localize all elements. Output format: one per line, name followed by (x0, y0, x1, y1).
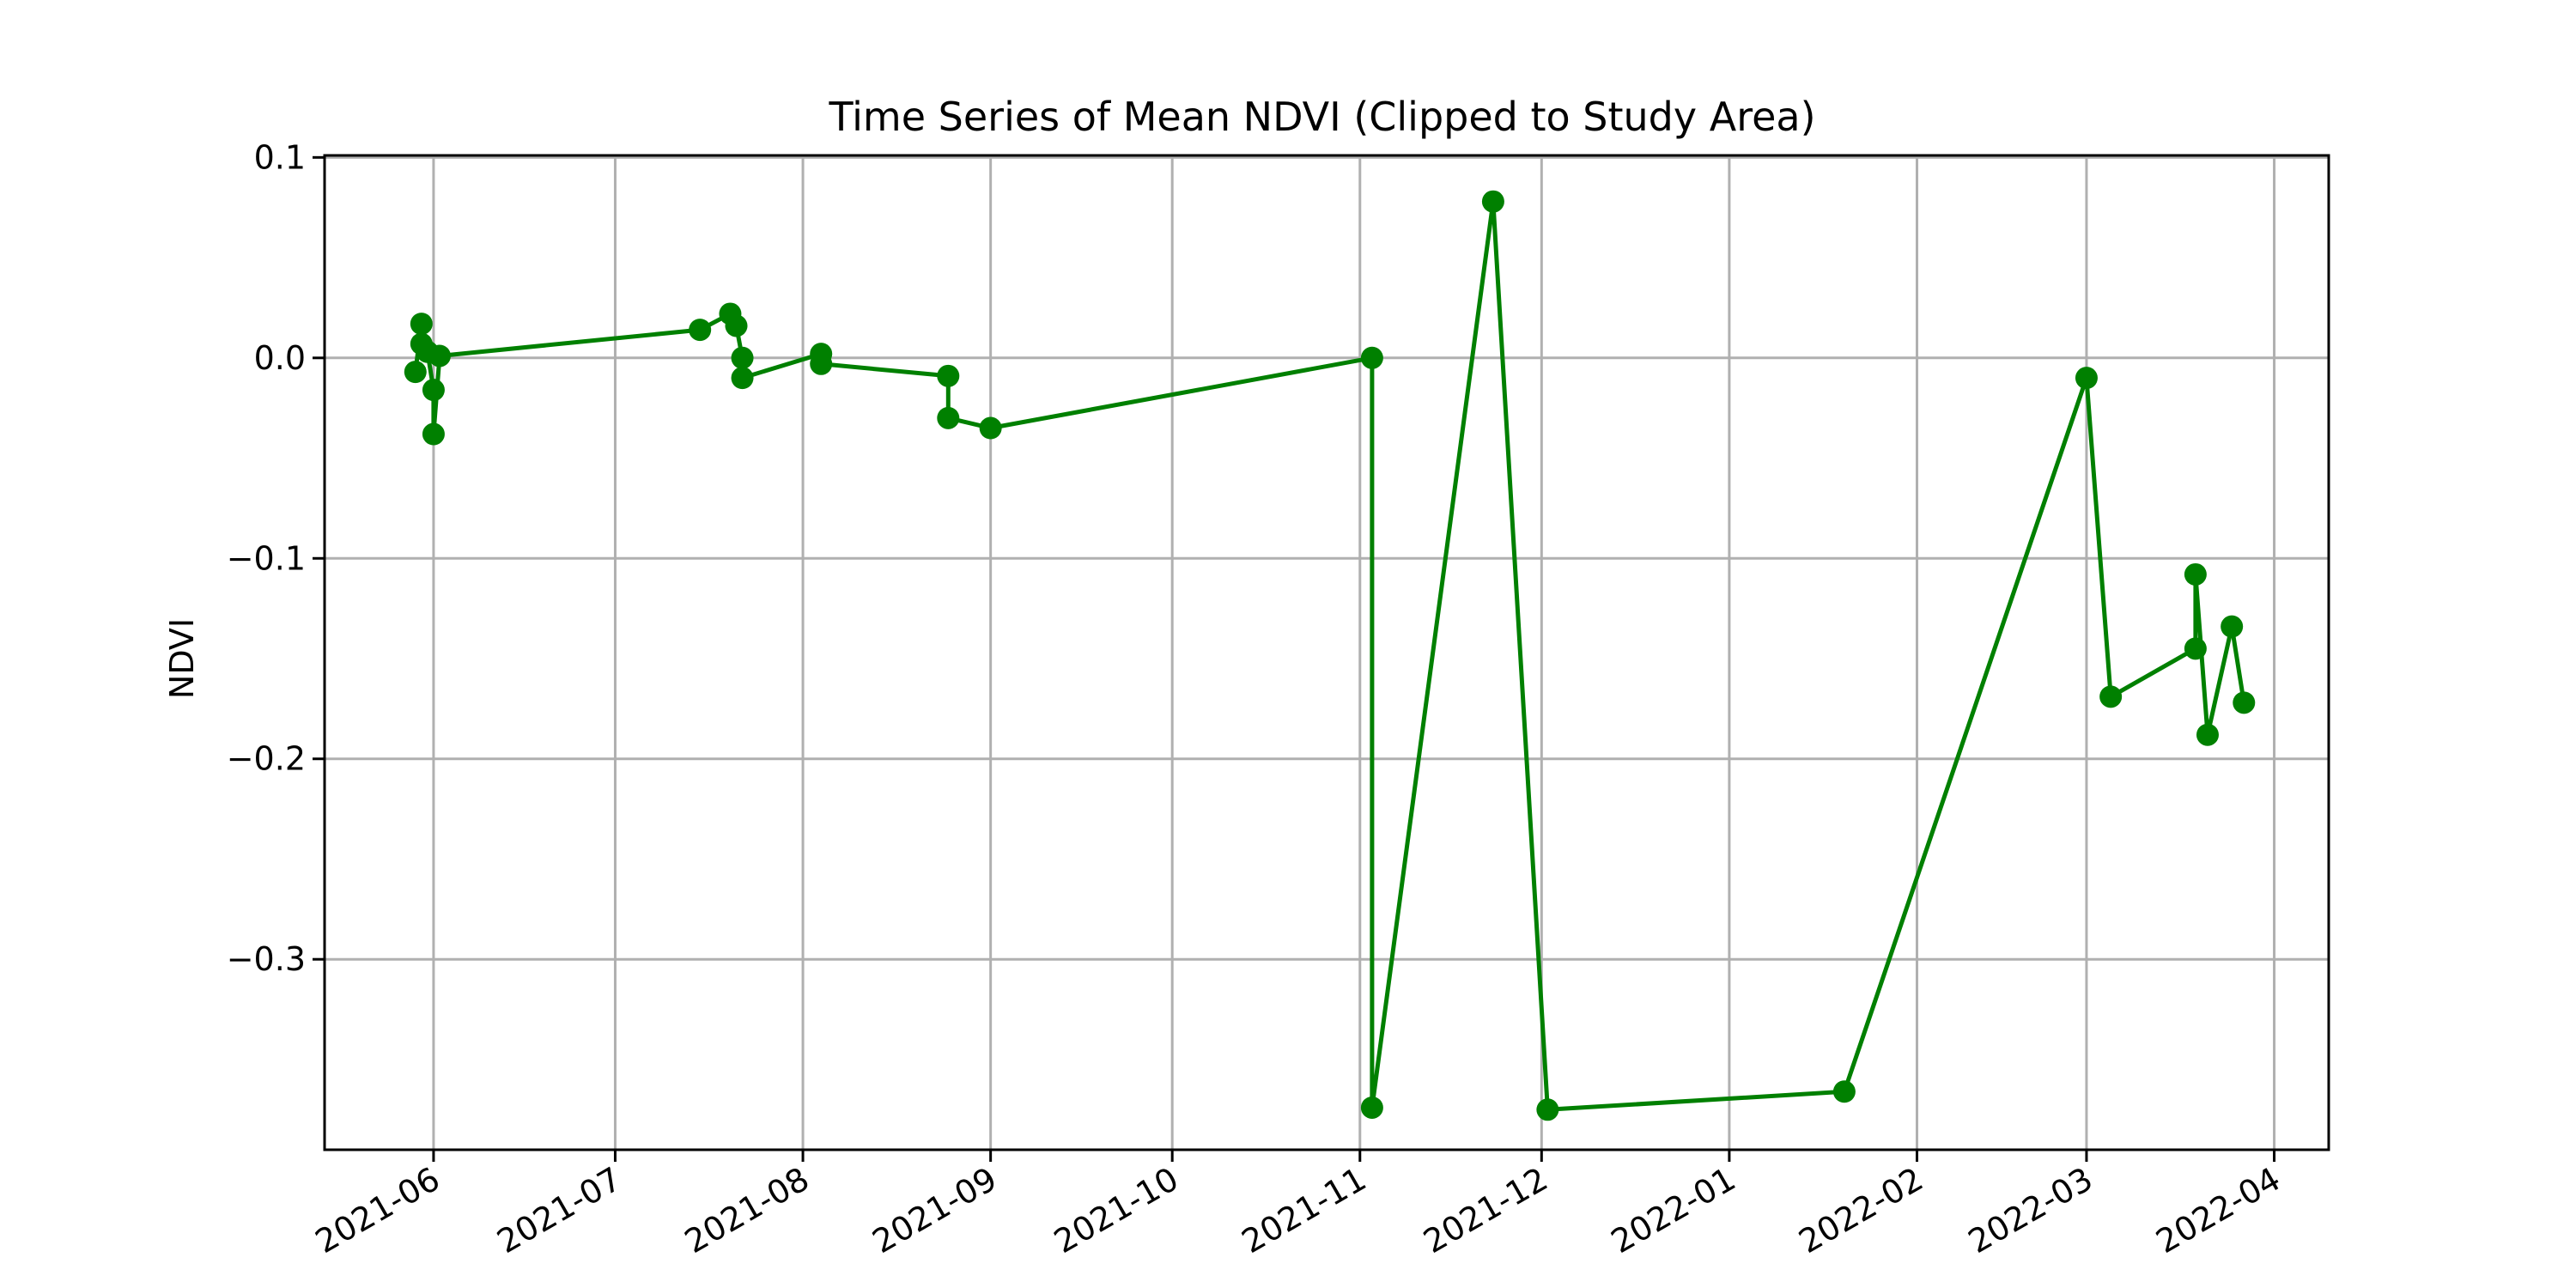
data-point (2184, 562, 2207, 586)
data-point (410, 313, 433, 336)
y-tick-label: 0.1 (254, 138, 306, 176)
data-point (2233, 691, 2256, 714)
series-layer (404, 190, 2256, 1121)
data-point (422, 422, 445, 446)
data-point (725, 314, 748, 337)
data-point (810, 352, 833, 375)
data-point (2075, 367, 2098, 390)
chart-title: Time Series of Mean NDVI (Clipped to Stu… (828, 94, 1815, 140)
data-point (937, 406, 960, 429)
data-point (428, 344, 451, 368)
data-point (1360, 346, 1383, 369)
data-point (404, 361, 427, 384)
y-axis: 0.1 0.0 −0.1 −0.2 −0.3 (227, 138, 325, 978)
data-point (2099, 685, 2123, 708)
y-tick-label: 0.0 (254, 339, 306, 377)
y-tick-label: −0.1 (227, 539, 306, 577)
data-point (731, 346, 754, 369)
data-point (937, 364, 960, 387)
data-point (1536, 1098, 1559, 1121)
y-tick-label: −0.3 (227, 940, 306, 978)
data-point (689, 319, 712, 342)
data-point (1832, 1080, 1856, 1103)
data-point (731, 367, 754, 390)
data-point (1481, 190, 1504, 213)
data-point (2196, 723, 2219, 746)
y-tick-label: −0.2 (227, 740, 306, 778)
grid (325, 155, 2329, 1150)
data-point (2221, 615, 2244, 638)
data-point (1360, 1096, 1383, 1119)
data-point (979, 416, 1002, 440)
data-point (2184, 637, 2207, 660)
y-axis-label: NDVI (163, 618, 201, 699)
plot-frame (323, 154, 2330, 1151)
data-point (422, 379, 445, 402)
